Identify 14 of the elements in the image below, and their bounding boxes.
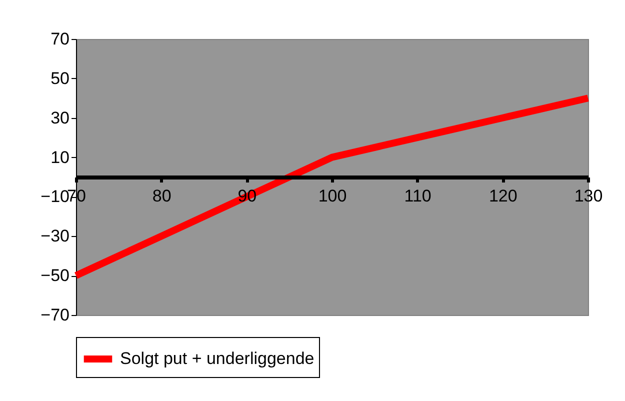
y-tick-label: 30	[50, 108, 70, 128]
x-tick-label: 110	[404, 186, 432, 206]
y-tick-label: −30	[40, 226, 70, 246]
y-tick-label: −70	[40, 306, 70, 324]
x-tick-label: 100	[318, 186, 347, 206]
y-tick-label: 70	[50, 30, 70, 48]
x-tick-label: 120	[488, 186, 518, 206]
x-tick-label: 70	[67, 186, 86, 206]
y-tick-label: −50	[40, 266, 70, 286]
y-tick-label: 10	[50, 148, 70, 167]
legend-label: Solgt put + underliggende	[120, 349, 314, 368]
y-tick-label: 50	[50, 68, 70, 88]
y-tick-label: −10	[40, 187, 70, 206]
x-tick-label: 80	[152, 186, 172, 206]
